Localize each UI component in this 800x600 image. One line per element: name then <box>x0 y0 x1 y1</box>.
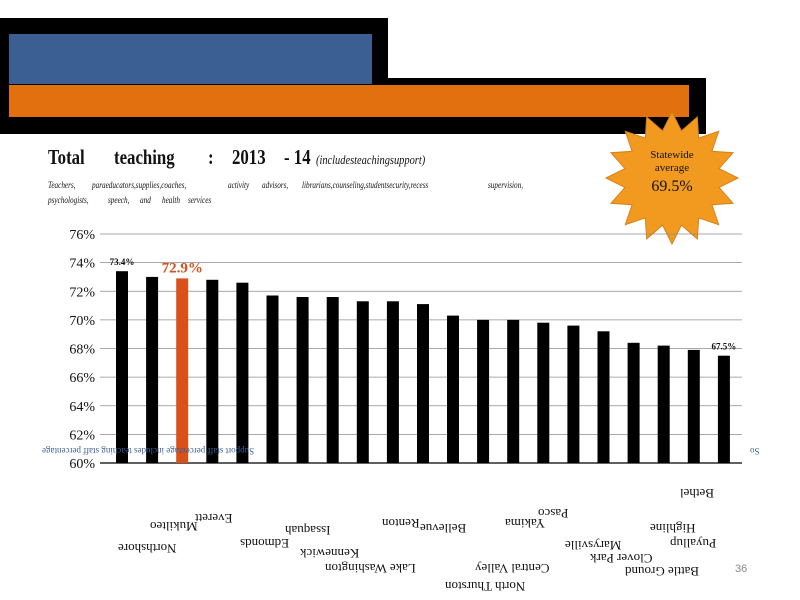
desc-word: librarians,counseling,studentsecurity,re… <box>302 180 429 190</box>
bar <box>176 278 189 463</box>
category-label: Kennewick <box>300 546 360 561</box>
title-word-total: Total <box>48 145 85 169</box>
bar <box>266 295 279 463</box>
mirrored-footnote: Support staff percentage includes teachi… <box>42 446 255 456</box>
category-label: Bellevue <box>420 521 467 536</box>
bar <box>326 297 339 463</box>
data-label: 73.4% <box>110 257 135 267</box>
bar <box>356 301 369 463</box>
chart-title: Total teaching : 2013 - 14 (includesteac… <box>48 145 568 175</box>
bar <box>597 331 610 463</box>
statewide-label: Statewide average <box>604 149 740 175</box>
statewide-line2: average <box>654 162 690 174</box>
data-label: 72.9% <box>162 260 203 276</box>
category-label: Lake Washington <box>325 561 416 576</box>
bar <box>717 355 730 463</box>
bar <box>447 315 459 463</box>
bar <box>477 319 490 463</box>
y-axis-ticks: 60% 62% 64% 66% 68% 70% 72% 74% 76% <box>69 228 95 472</box>
bar <box>567 325 580 463</box>
y-tick-label: 60% <box>69 457 95 472</box>
y-tick-label: 70% <box>69 314 95 329</box>
bar <box>507 319 520 463</box>
y-tick-label: 62% <box>69 428 95 443</box>
title-word-teaching: teaching <box>114 145 175 169</box>
bar <box>537 322 550 463</box>
category-label: Highline <box>650 521 696 536</box>
desc-word: health <box>162 195 180 205</box>
desc-word: Teachers, <box>48 180 76 190</box>
category-label: Pasco <box>538 506 569 521</box>
statewide-star-badge <box>604 110 740 246</box>
desc-word: paraeducators,supplies,coaches, <box>92 180 187 190</box>
title-colon: : <box>208 145 214 169</box>
title-year-end: - 14 <box>284 145 311 169</box>
y-tick-label: 74% <box>69 257 95 272</box>
bar <box>687 349 700 463</box>
desc-word: services <box>188 195 212 205</box>
bar <box>146 276 159 463</box>
desc-word: and <box>140 195 151 205</box>
y-tick-label: 72% <box>69 285 95 300</box>
bar <box>657 345 670 463</box>
desc-word: speech, <box>108 195 130 205</box>
header-blue-bar <box>9 34 372 84</box>
category-label: Edmonds <box>240 536 290 551</box>
bar <box>417 304 429 463</box>
category-label: Puyallup <box>670 536 717 551</box>
desc-word: supervision, <box>488 180 523 190</box>
y-tick-label: 68% <box>69 343 95 358</box>
y-tick-label: 66% <box>69 371 95 386</box>
mirrored-footnote-right: So <box>750 446 760 456</box>
data-label: 67.5% <box>712 342 737 352</box>
category-label: Mukilteo <box>150 519 198 534</box>
bar-series <box>116 271 730 463</box>
data-labels: 73.4% 72.9% 67.5% <box>110 257 737 351</box>
category-label: Northshore <box>118 541 177 556</box>
y-tick-label: 64% <box>69 400 95 415</box>
statewide-line1: Statewide <box>650 149 694 161</box>
bar <box>627 342 640 463</box>
y-tick-label: 76% <box>69 228 95 243</box>
category-label: Everett <box>195 511 233 526</box>
title-year-start: 2013 <box>232 145 266 169</box>
category-label: Renton <box>382 516 420 531</box>
bar <box>236 282 249 463</box>
bar <box>296 297 309 463</box>
category-label: Battle Ground <box>625 564 700 579</box>
statewide-value: 69.5% <box>651 178 693 195</box>
bar <box>116 271 128 463</box>
category-label: Issaquah <box>285 523 331 538</box>
desc-word: advisors, <box>262 180 289 190</box>
title-subtitle: (includesteachingsupport) <box>316 152 426 167</box>
bar <box>206 279 219 463</box>
bar <box>386 301 399 463</box>
category-label: Bethel <box>680 486 714 501</box>
category-label: North Thurston <box>445 579 526 594</box>
header-orange-bar <box>9 85 689 117</box>
desc-word: psychologists, <box>48 195 89 205</box>
desc-word: activity <box>228 180 250 190</box>
page-number: 36 <box>735 563 748 575</box>
category-label: Central Valley <box>475 561 550 576</box>
